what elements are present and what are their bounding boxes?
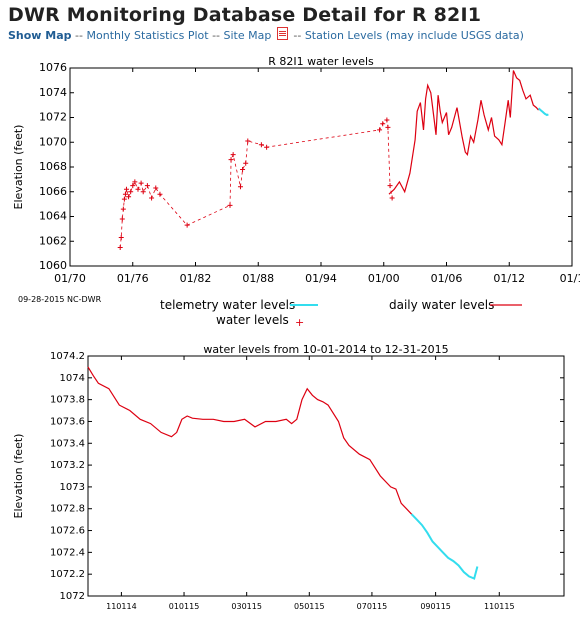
y-tick-label: 1072.2 (50, 569, 85, 580)
x-tick-label: 090115 (420, 602, 451, 611)
page-title: DWR Monitoring Database Detail for R 82I… (8, 4, 482, 26)
water-level-point (240, 166, 246, 172)
plot-frame (69, 67, 573, 267)
y-tick-label: 1073.4 (50, 438, 85, 449)
x-tick-label: 01/06 (431, 272, 463, 285)
water-level-point (122, 191, 128, 197)
telemetry-water-levels-line (410, 513, 479, 580)
telemetry-water-levels-line (537, 107, 549, 117)
water-level-point (126, 194, 132, 200)
x-tick-label: 110115 (484, 602, 515, 611)
water-level-point (117, 244, 123, 250)
y-tick-label: 1073.2 (50, 460, 85, 471)
water-level-point (377, 127, 383, 133)
water-levels-line (119, 119, 393, 248)
y-tick-label: 1070 (39, 135, 67, 148)
show-map-link[interactable]: Show Map (8, 29, 72, 42)
water-level-point (118, 235, 124, 241)
water-level-point (385, 124, 391, 130)
water-level-point (157, 191, 163, 197)
plot-frame (87, 355, 565, 597)
water-level-point (243, 160, 249, 166)
water-level-point (135, 186, 141, 192)
recent-water-levels-chart: water levels from 10-01-2014 to 12-31-20… (12, 345, 565, 611)
legend-water-marker: + (295, 316, 304, 329)
water-level-point (384, 117, 390, 123)
y-tick-label: 1062 (39, 234, 67, 247)
water-level-point (227, 202, 233, 208)
x-tick-label: 110114 (106, 602, 137, 611)
nav-separator: -- (75, 29, 83, 42)
y-tick-label: 1072.6 (50, 526, 85, 537)
x-tick-label: 01/82 (180, 272, 212, 285)
y-tick-label: 1074 (39, 86, 67, 99)
site-map-link[interactable]: Site Map (223, 29, 272, 42)
x-tick-label: 01/88 (242, 272, 274, 285)
water-level-point (132, 179, 138, 185)
x-tick-label: 050115 (294, 602, 325, 611)
y-tick-label: 1072 (39, 111, 67, 124)
station-levels-link[interactable]: Station Levels (may include USGS data) (304, 29, 524, 42)
y-tick-label: 1060 (39, 259, 67, 272)
chart-title: water levels from 10-01-2014 to 12-31-20… (203, 345, 448, 356)
legend-telemetry-label: telemetry water levels (160, 298, 295, 312)
y-tick-label: 1076 (39, 61, 67, 74)
water-level-point (389, 195, 395, 201)
x-tick-label: 01/1 (560, 272, 580, 285)
y-tick-label: 1074.2 (50, 351, 85, 362)
water-level-point (130, 183, 136, 189)
water-level-point (121, 196, 127, 202)
y-tick-label: 1068 (39, 160, 67, 173)
y-tick-label: 1073.6 (50, 416, 85, 427)
water-level-point (184, 222, 190, 228)
water-level-point (123, 186, 129, 192)
water-level-point (237, 184, 243, 190)
nav-separator: -- (293, 29, 302, 42)
daily-water-levels-line (388, 70, 539, 195)
y-tick-label: 1064 (39, 210, 67, 223)
y-tick-label: 1066 (39, 185, 67, 198)
x-tick-label: 01/12 (493, 272, 525, 285)
y-tick-label: 1072 (60, 591, 85, 602)
y-tick-label: 1074 (60, 373, 85, 384)
y-tick-label: 1072.4 (50, 547, 85, 558)
x-tick-label: 01/70 (54, 272, 86, 285)
water-level-point (138, 180, 144, 186)
nav-bar: Show Map -- Monthly Statistics Plot -- S… (8, 26, 524, 42)
water-levels-chart: R 82I1 water levels 1060 1062 1064 1066 1068 1… (12, 55, 580, 329)
nav-separator: -- (212, 29, 221, 42)
daily-water-levels-line (87, 366, 413, 515)
y-axis-label: Elevation (feet) (12, 125, 25, 210)
water-level-point (128, 189, 134, 195)
legend-water-label: water levels (216, 313, 289, 327)
water-level-point (144, 183, 150, 189)
water-level-point (387, 183, 393, 189)
x-tick-label: 01/94 (305, 272, 337, 285)
water-level-point (245, 138, 251, 144)
water-level-point (380, 121, 386, 127)
monthly-statistics-link[interactable]: Monthly Statistics Plot (86, 29, 209, 42)
y-axis-label: Elevation (feet) (12, 434, 25, 519)
water-level-point (120, 206, 126, 212)
x-tick-label: 010115 (169, 602, 200, 611)
water-level-point (140, 189, 146, 195)
x-tick-label: 070115 (357, 602, 388, 611)
pdf-icon[interactable] (276, 27, 288, 40)
chart-title: R 82I1 water levels (268, 55, 374, 68)
y-tick-label: 1073 (60, 482, 85, 493)
x-tick-label: 030115 (231, 602, 262, 611)
water-level-point (230, 152, 236, 158)
x-tick-label: 01/00 (368, 272, 400, 285)
water-level-point (119, 216, 125, 222)
y-tick-label: 1072.8 (50, 504, 85, 515)
water-level-point (264, 144, 270, 150)
y-tick-label: 1073.8 (50, 395, 85, 406)
footnote: 09-28-2015 NC-DWR (18, 295, 102, 304)
water-level-point (149, 195, 155, 201)
water-level-point (228, 157, 234, 163)
water-level-point (258, 142, 264, 148)
x-tick-label: 01/76 (117, 272, 149, 285)
legend-daily-label: daily water levels (389, 298, 494, 312)
water-level-point (153, 185, 159, 191)
